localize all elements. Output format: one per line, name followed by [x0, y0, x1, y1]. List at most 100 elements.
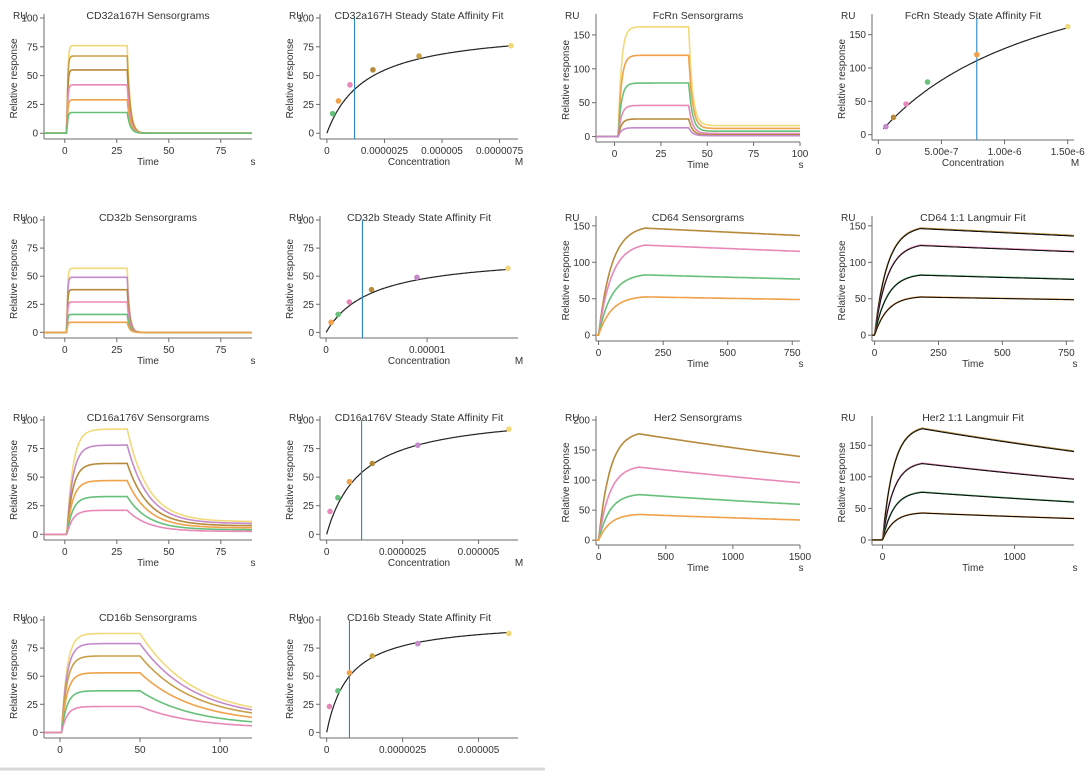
series-line — [596, 274, 800, 336]
series-line — [44, 705, 252, 734]
chart-cd64_fit: 0 50 100 150 0 250 500 750 CD64 1:1 Langmuir Fit… — [837, 212, 1078, 370]
chart-cd32b_fit: 0 25 50 75 100 0 0.00001 CD32b Steady State Aff… — [285, 212, 523, 367]
y-tick-label: 75 — [27, 42, 39, 53]
chart-her2_fit: 0 50 100 150 0 1000 Her2 1:1 Langmuir Fit RU Rel… — [837, 412, 1078, 574]
chart-title: Her2 1:1 Langmuir Fit — [922, 412, 1024, 424]
chart-title: CD32a167H Steady State Affinity Fit — [334, 10, 503, 22]
chart-cd32a_fit: 0 25 50 75 100 0 0.0000025 0.000005 0.0000075 CD3… — [285, 10, 524, 168]
y-tick-label: 50 — [27, 473, 39, 484]
y-tick-label: 100 — [21, 14, 38, 25]
y-tick-label: 100 — [849, 64, 866, 75]
y-axis-label: Relative response — [561, 442, 572, 522]
y-tick-label: 100 — [297, 14, 314, 25]
series-line — [596, 513, 801, 541]
x-tick-label: 500 — [657, 552, 674, 563]
y-unit-label: RU — [13, 213, 27, 224]
data-point — [329, 110, 336, 117]
data-point — [335, 688, 341, 694]
y-tick-label: 25 — [303, 700, 315, 711]
data-point — [508, 42, 514, 49]
y-tick-label: 0 — [308, 530, 314, 541]
y-axis-label: Relative response — [837, 39, 848, 119]
series-line — [44, 642, 253, 734]
data-point — [369, 460, 376, 467]
chart-title: CD64 1:1 Langmuir Fit — [920, 212, 1026, 224]
x-unit-label: M — [515, 356, 523, 367]
data-point — [973, 51, 980, 58]
series-line — [596, 244, 800, 336]
x-axis-label: Time — [687, 160, 709, 171]
y-unit-label: RU — [289, 11, 303, 22]
y-axis-label: Relative response — [285, 239, 296, 319]
x-tick-label: 0 — [612, 149, 618, 160]
chart-title: CD16a176V Steady State Affinity Fit — [335, 412, 504, 424]
x-tick-label: 25 — [111, 345, 123, 356]
y-axis-label: Relative response — [285, 440, 296, 520]
data-point — [506, 426, 512, 432]
x-tick-label: 0 — [596, 348, 602, 359]
y-tick-label: 0 — [584, 132, 590, 143]
y-tick-label: 75 — [27, 644, 39, 655]
x-axis-label: Concentration — [388, 558, 450, 569]
chart-fcrn_fit: 0 50 100 150 0 5.00e-7 1.00e-6 1.50e-6 FcRn Stea… — [837, 10, 1085, 169]
series-line — [596, 432, 801, 541]
y-tick-label: 50 — [579, 98, 591, 109]
x-unit-label: s — [799, 359, 804, 370]
y-tick-label: 0 — [584, 536, 590, 547]
data-point — [414, 442, 421, 448]
x-axis-label: Time — [962, 359, 984, 370]
chart-cd32a_sens: 0 25 50 75 100 0 25 50 75 CD32a167H Sensorgrams RU… — [9, 10, 256, 168]
x-tick-label: 1000 — [1003, 552, 1026, 563]
data-point — [327, 508, 333, 515]
y-tick-label: 50 — [579, 294, 591, 305]
x-tick-label: 250 — [930, 348, 947, 359]
series-line — [596, 493, 800, 541]
data-point — [370, 67, 376, 73]
x-tick-label: 0 — [62, 345, 68, 356]
x-tick-label: 50 — [163, 345, 175, 356]
x-unit-label: M — [515, 558, 523, 569]
data-point — [414, 640, 421, 647]
y-tick-label: 0 — [860, 130, 866, 141]
x-unit-label: s — [1073, 359, 1078, 370]
data-point — [416, 53, 422, 59]
chart-title: CD32b Sensorgrams — [99, 212, 197, 224]
fit-line — [872, 245, 1074, 336]
series-line — [596, 104, 800, 138]
data-point — [346, 478, 353, 485]
x-tick-label: 0.0000025 — [361, 146, 409, 157]
y-axis-label: Relative response — [9, 38, 20, 118]
x-tick-label: 0 — [323, 345, 329, 356]
x-tick-label: 0.00001 — [409, 345, 446, 356]
y-unit-label: RU — [565, 213, 579, 224]
data-point — [326, 703, 333, 710]
data-point — [883, 123, 889, 130]
series-line — [596, 466, 801, 541]
series-line — [44, 632, 253, 734]
chart-title: CD16b Steady State Affinity Fit — [347, 612, 491, 624]
data-point — [903, 101, 909, 107]
x-tick-label: 50 — [134, 745, 146, 756]
series-line — [44, 462, 252, 536]
y-tick-label: 0 — [32, 129, 38, 140]
data-point — [346, 670, 353, 676]
x-tick-label: 500 — [719, 348, 736, 359]
y-tick-label: 25 — [27, 300, 39, 311]
x-tick-label: 100 — [212, 745, 229, 756]
y-tick-label: 0 — [32, 530, 38, 541]
y-unit-label: RU — [841, 11, 855, 22]
series-line — [596, 296, 800, 336]
y-tick-label: 100 — [573, 476, 590, 487]
x-tick-label: 75 — [215, 345, 227, 356]
x-tick-label: 0 — [880, 552, 886, 563]
y-tick-label: 50 — [579, 506, 591, 517]
x-tick-label: 0 — [324, 547, 330, 558]
x-tick-label: 0 — [57, 745, 63, 756]
y-unit-label: RU — [289, 413, 303, 424]
y-tick-label: 100 — [573, 258, 590, 269]
x-tick-label: 1.50e-6 — [1051, 147, 1085, 158]
x-tick-label: 0.000005 — [421, 146, 463, 157]
data-point — [335, 311, 341, 318]
